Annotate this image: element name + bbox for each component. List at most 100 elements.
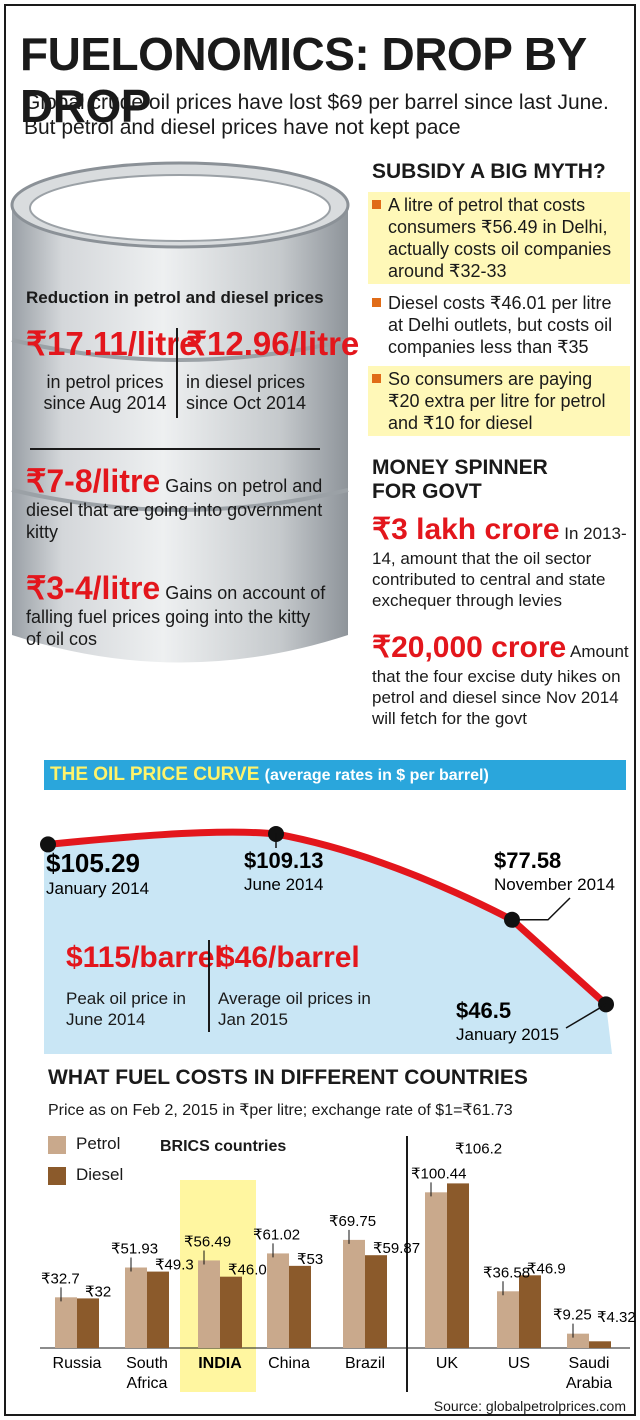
money-heading-2: FOR GOVT [372,480,482,503]
bar-petrol-label: ₹69.75 [329,1213,376,1230]
country-label: Russia [53,1355,102,1372]
curve-title: THE OIL PRICE CURVE (average rates in $ … [50,762,489,789]
subsidy-bullet-2: Diesel costs ₹46.01 per litre at Delhi o… [368,290,630,360]
country-label: Saudi [569,1355,610,1372]
money-heading-1: MONEY SPINNER [372,456,548,479]
curve-date-label: June 2014 [244,875,323,894]
bar-petrol-label: ₹61.02 [253,1226,300,1243]
bar-diesel [589,1341,611,1348]
legend-diesel-swatch [48,1167,66,1185]
bullet-square-icon [372,200,381,209]
subsidy-bullet-1-text: A litre of petrol that costs consumers ₹… [388,195,612,281]
peak-price-desc: Peak oil price in June 2014 [66,989,187,1029]
levy-block: ₹3 lakh crore In 2013-14, amount that th… [372,512,634,611]
curve-divider [208,940,210,1032]
source-note: Source: globalpetrolprices.com [433,1398,626,1414]
curve-date-label: January 2014 [46,879,149,898]
petrol-reduction-value: ₹17.11/litre [26,325,198,362]
levy-desc: In 2013-14, amount that the oil sector c… [372,524,627,610]
legend-diesel-label: Diesel [76,1165,124,1184]
country-label: UK [436,1355,459,1372]
curve-value-label: $77.58 [494,848,561,873]
bar-petrol-label: ₹56.49 [184,1233,231,1250]
excise-block: ₹20,000 crore Amount that the four excis… [372,630,634,729]
subsidy-bullet-1: A litre of petrol that costs consumers ₹… [368,192,630,284]
bar-petrol-label: ₹32.7 [41,1270,80,1287]
bar-diesel-label: ₹46.01 [228,1262,275,1279]
bar-diesel-label: ₹46.9 [527,1260,566,1277]
curve-subtitle: (average rates in $ per barrel) [264,767,489,784]
bar-diesel [519,1275,541,1348]
country-label: Arabia [566,1375,612,1392]
excise-desc: Amount that the four excise duty hikes o… [372,642,629,728]
subsidy-bullet-3-text: So consumers are paying ₹20 extra per li… [388,369,606,433]
brics-label: BRICS countries [160,1138,287,1155]
avg-price-desc: Average oil prices in Jan 2015 [218,989,371,1029]
subsidy-bullet-2-text: Diesel costs ₹46.01 per litre at Delhi o… [388,293,613,357]
barrel-divider [176,328,178,418]
curve-date-label: January 2015 [456,1025,559,1044]
leader-line [512,897,571,921]
curve-value-label: $109.13 [244,848,324,873]
subsidy-heading: SUBSIDY A BIG MYTH? [372,160,606,183]
legend-petrol-swatch [48,1136,66,1154]
govt-gain-desc: Gains on petrol and diesel that are goin… [26,476,323,542]
infographic-frame [4,4,636,1416]
intro-text: Global crude oil prices have lost $69 pe… [24,91,609,139]
bar-diesel-label: ₹49.3 [155,1257,194,1274]
bar-diesel-label: ₹59.87 [373,1240,420,1257]
curve-point [40,836,56,853]
brics-divider [406,1136,408,1392]
bar-diesel [147,1271,169,1348]
bar-diesel-label: ₹32 [85,1283,111,1300]
bar-petrol-label: ₹36.58 [483,1264,530,1281]
bar-diesel-label: ₹4.32 [597,1309,636,1326]
country-label: Africa [127,1375,168,1392]
oilcos-gain-value: ₹3-4/litre [26,570,161,606]
curve-title-text: THE OIL PRICE CURVE [50,764,260,785]
countries-note: Price as on Feb 2, 2015 in ₹per litre; e… [48,1102,513,1119]
govt-gain-block: ₹7-8/litre Gains on petrol and diesel th… [26,463,326,543]
curve-value-label: $46.5 [456,998,511,1023]
legend-petrol-label: Petrol [76,1134,121,1153]
bar-diesel [77,1298,99,1348]
country-label: Brazil [345,1355,385,1372]
oilcos-gain-block: ₹3-4/litre Gains on account of falling f… [26,570,326,650]
subsidy-bullet-3: So consumers are paying ₹20 extra per li… [368,366,630,436]
petrol-reduction-desc: in petrol prices since Aug 2014 [43,372,167,413]
bar-petrol [55,1297,77,1348]
bar-petrol-label: ₹9.25 [553,1307,592,1324]
countries-heading: WHAT FUEL COSTS IN DIFFERENT COUNTRIES [48,1066,528,1089]
levy-value: ₹3 lakh crore [372,513,560,546]
bar-petrol [425,1192,447,1348]
bar-petrol-label: ₹100.44 [411,1165,466,1182]
bar-petrol [125,1267,147,1348]
bar-petrol [497,1291,519,1348]
curve-date-label: November 2014 [494,875,615,894]
curve-area [44,832,612,1054]
country-label: INDIA [198,1355,242,1372]
bullet-square-icon [372,374,381,383]
bar-diesel-label: ₹53 [297,1251,323,1268]
leader-line [565,1003,607,1029]
bar-diesel-label: ₹106.2 [455,1140,502,1157]
peak-price-value: $115/barrel [66,941,223,974]
excise-value: ₹20,000 crore [372,631,567,664]
curve-header-band [44,760,626,790]
bar-diesel [447,1183,469,1348]
country-label: US [508,1355,530,1372]
country-label: China [268,1355,310,1372]
diesel-reduction-value: ₹12.96/litre [186,325,360,362]
bar-petrol [198,1260,220,1348]
bar-petrol [567,1333,589,1348]
oilcos-gain-desc: Gains on account of falling fuel prices … [26,583,326,649]
country-label: South [126,1355,168,1372]
barrel-heading: Reduction in petrol and diesel prices [26,288,324,307]
bar-petrol [267,1253,289,1348]
curve-value-label: $105.29 [46,848,140,878]
bullet-square-icon [372,298,381,307]
bar-diesel [365,1255,387,1348]
page-title: FUELONOMICS: DROP BY DROP [20,28,586,132]
barrel-graphic [10,161,350,663]
govt-gain-value: ₹7-8/litre [26,463,161,499]
